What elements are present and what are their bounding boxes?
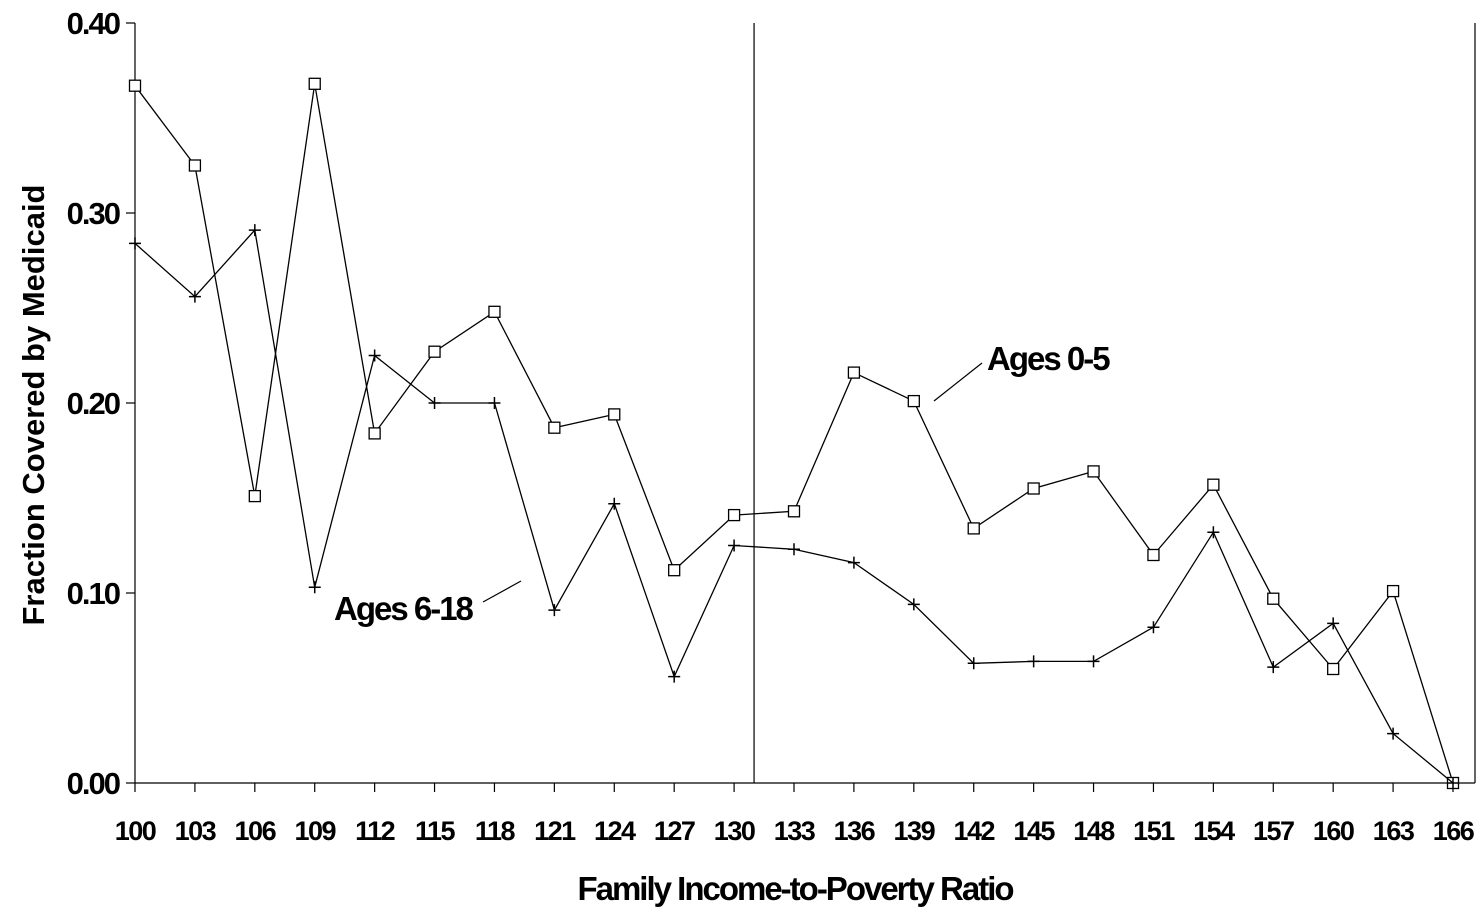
data-point-plus: [907, 598, 920, 611]
data-point-square: [787, 505, 801, 518]
x-tick-label: 109: [294, 816, 336, 846]
data-point-plus: [368, 349, 381, 362]
data-point-plus: [1327, 617, 1340, 630]
annotation-leader-ages-0-5: [933, 362, 983, 402]
data-point-square: [1027, 482, 1040, 495]
data-point-plus: [1387, 727, 1400, 740]
data-point-square: [907, 394, 920, 408]
data-point-plus: [1447, 777, 1459, 789]
data-point-square: [128, 79, 142, 92]
data-point-plus: [967, 657, 980, 670]
x-tick-label: 112: [355, 816, 395, 846]
y-axis-ticks: 0.00 0.10 0.20 0.30 0.40: [67, 6, 135, 801]
data-point-plus: [1087, 655, 1100, 668]
x-tick-label: 106: [235, 816, 277, 846]
y-tick-label: 0.00: [67, 766, 120, 801]
series-2: [129, 224, 1459, 789]
data-point-plus: [248, 224, 261, 237]
y-tick-label: 0.30: [67, 196, 120, 231]
data-point-square: [188, 159, 202, 172]
data-point-plus: [1207, 526, 1220, 539]
data-point-plus: [129, 237, 141, 250]
data-point-square: [1327, 662, 1340, 676]
data-point-square: [847, 366, 861, 379]
data-point-plus: [728, 539, 741, 552]
x-tick-label: 115: [415, 816, 456, 846]
y-tick-label: 0.40: [67, 6, 120, 41]
x-tick-label: 118: [475, 816, 516, 846]
x-tick-label: 166: [1433, 816, 1475, 846]
y-tick-label: 0.20: [67, 386, 120, 421]
x-tick-label: 103: [175, 816, 217, 846]
data-point-square: [428, 345, 441, 358]
series-1: [128, 77, 1460, 790]
x-tick-label: 100: [115, 816, 156, 846]
x-tick-label: 130: [714, 816, 755, 846]
x-tick-label: 127: [654, 816, 695, 846]
x-tick-label: 145: [1013, 816, 1055, 846]
x-tick-label: 160: [1313, 816, 1354, 846]
data-point-plus: [1267, 661, 1280, 674]
data-point-square: [1087, 465, 1100, 478]
x-tick-label: 148: [1073, 816, 1115, 846]
data-point-plus: [548, 604, 561, 617]
data-point-plus: [488, 397, 501, 409]
data-point-square: [668, 564, 681, 577]
x-tick-label: 121: [534, 816, 576, 846]
data-point-square: [1267, 592, 1280, 605]
data-point-square: [1386, 584, 1400, 598]
data-point-plus: [847, 556, 860, 569]
y-tick-label: 0.10: [67, 576, 120, 611]
data-point-square: [488, 305, 501, 318]
data-point-plus: [188, 290, 201, 303]
data-point-square: [727, 508, 741, 522]
x-tick-label: 136: [834, 816, 876, 846]
data-point-square: [1147, 548, 1160, 562]
x-tick-label: 133: [774, 816, 816, 846]
data-point-square: [368, 427, 381, 440]
data-point-plus: [428, 397, 441, 409]
annotation-leader-ages-6-18: [482, 580, 522, 603]
data-point-square: [308, 77, 321, 90]
x-tick-label: 124: [594, 816, 636, 846]
x-tick-label: 151: [1133, 816, 1175, 846]
x-tick-label: 142: [953, 816, 994, 846]
data-point-plus: [1027, 655, 1040, 668]
data-point-plus: [668, 670, 681, 683]
y-axis-title: Fraction Covered by Medicaid: [16, 185, 51, 626]
x-tick-label: 157: [1253, 816, 1294, 846]
data-point-plus: [308, 581, 321, 594]
data-point-square: [608, 408, 621, 421]
x-tick-label: 139: [894, 816, 936, 846]
x-tick-label: 154: [1193, 816, 1235, 846]
annotation-label-ages-0-5: Ages 0-5: [987, 340, 1110, 377]
annotations-group: Ages 0-5 Ages 6-18: [334, 340, 1112, 627]
x-axis-title: Family Income-to-Poverty Ratio: [577, 870, 1013, 907]
data-point-square: [548, 421, 561, 434]
annotation-label-ages-6-18: Ages 6-18: [334, 590, 474, 627]
data-point-square: [248, 489, 261, 503]
x-axis-ticks: 100 103 106 109 112 115 118 121 124 127 130 133 136 1…: [115, 783, 1476, 846]
x-tick-label: 163: [1373, 816, 1415, 846]
series-group: [128, 77, 1460, 790]
series-line: [134, 83, 1454, 784]
data-point-square: [967, 522, 980, 535]
data-point-plus: [1147, 621, 1160, 634]
data-point-square: [1207, 478, 1220, 491]
data-point-plus: [608, 497, 621, 510]
data-point-plus: [788, 543, 800, 556]
